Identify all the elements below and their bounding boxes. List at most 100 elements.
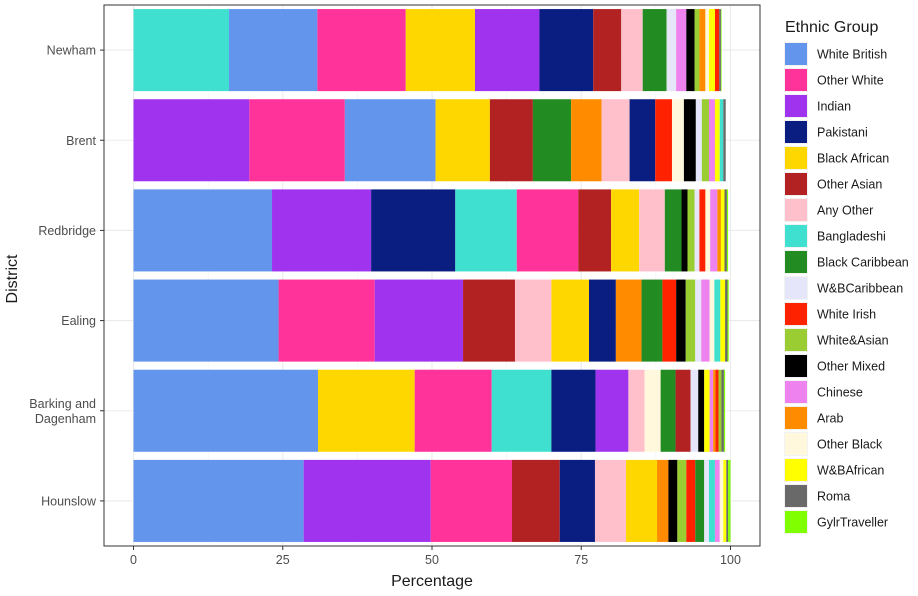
- legend-item: W&BCaribbean: [784, 276, 903, 300]
- bar-group: [133, 279, 729, 362]
- bar-segment: [571, 99, 602, 182]
- bar-segment: [701, 279, 710, 362]
- bar-segment: [639, 189, 665, 272]
- y-tick-label: Ealing: [61, 314, 96, 328]
- legend-label: Other Black: [817, 438, 883, 452]
- bar-segment: [728, 459, 731, 542]
- legend-swatch: [785, 225, 807, 247]
- y-tick-label: Newham: [47, 44, 96, 58]
- bar-segment: [695, 459, 705, 542]
- bar-segment: [491, 369, 552, 452]
- bar-segment: [374, 279, 464, 362]
- legend-swatch: [785, 43, 807, 65]
- bars-layer: [103, 4, 761, 547]
- legend-label: W&BCaribbean: [817, 282, 903, 296]
- bar-segment: [317, 369, 415, 452]
- bar-segment: [713, 369, 716, 452]
- legend-swatch: [785, 173, 807, 195]
- bar-segment: [272, 189, 372, 272]
- legend-label: Roma: [817, 490, 850, 504]
- legend-label: Chinese: [817, 386, 863, 400]
- legend: Ethnic Group White British Other White Ind…: [784, 19, 909, 534]
- bar-segment: [516, 189, 579, 272]
- bar-segment: [676, 9, 687, 92]
- bar-segment: [708, 9, 715, 92]
- bar-segment: [681, 189, 688, 272]
- legend-swatch: [785, 199, 807, 221]
- bar-segment: [727, 279, 729, 362]
- bar-segment: [723, 459, 727, 542]
- legend-swatch: [785, 251, 807, 273]
- y-tick-label: Redbridge: [38, 224, 96, 238]
- bar-segment: [686, 9, 695, 92]
- bar-segment: [676, 279, 686, 362]
- bar-segment: [677, 459, 687, 542]
- legend-swatch: [785, 329, 807, 351]
- legend-label: Black African: [817, 152, 889, 166]
- legend-item: White Irish: [784, 302, 876, 326]
- bar-segment: [644, 369, 661, 452]
- bar-segment: [719, 459, 724, 542]
- bar-segment: [455, 189, 517, 272]
- bar-segment: [133, 9, 230, 92]
- legend-label: Bangladeshi: [817, 230, 886, 244]
- x-tick-label: 75: [574, 553, 588, 567]
- bar-segment: [705, 9, 709, 92]
- x-axis-title: Percentage: [391, 573, 473, 590]
- bar-segment: [724, 189, 727, 272]
- legend-label: GylrTraveller: [817, 516, 888, 530]
- bar-segment: [551, 279, 590, 362]
- bar-segment: [714, 459, 720, 542]
- bar-segment: [133, 279, 279, 362]
- bar-segment: [699, 9, 706, 92]
- bar-segment: [671, 99, 684, 182]
- bar-segment: [704, 369, 710, 452]
- x-tick-label: 50: [425, 553, 439, 567]
- bar-segment: [668, 459, 678, 542]
- bar-segment: [615, 279, 642, 362]
- legend-title: Ethnic Group: [785, 19, 878, 36]
- bar-segment: [720, 189, 725, 272]
- bar-segment: [720, 279, 726, 362]
- legend-label: Other Asian: [817, 178, 882, 192]
- legend-swatch: [785, 95, 807, 117]
- legend-item: Black African: [784, 146, 889, 170]
- bar-segment: [686, 459, 696, 542]
- bar-segment: [705, 189, 711, 272]
- legend-item: White&Asian: [784, 328, 889, 352]
- legend-item: Other White: [784, 68, 884, 92]
- bar-segment: [714, 279, 721, 362]
- bar-segment: [708, 459, 715, 542]
- bar-segment: [690, 369, 699, 452]
- legend-swatch: [785, 121, 807, 143]
- bar-segment: [642, 9, 667, 92]
- legend-item: GylrTraveller: [784, 510, 888, 534]
- legend-item: Other Asian: [784, 172, 882, 196]
- bar-segment: [718, 369, 722, 452]
- bar-segment: [695, 279, 702, 362]
- legend-item: Black Caribbean: [784, 250, 909, 274]
- bar-segment: [628, 369, 645, 452]
- bar-segment: [474, 9, 540, 92]
- bar-group: [133, 99, 726, 182]
- bar-segment: [133, 369, 318, 452]
- bar-segment: [695, 99, 702, 182]
- x-tick-label: 0: [130, 553, 137, 567]
- bar-segment: [694, 189, 700, 272]
- bar-segment: [430, 459, 512, 542]
- bar-segment: [660, 369, 676, 452]
- bar-segment: [726, 189, 729, 272]
- bar-segment: [278, 279, 375, 362]
- bar-segment: [723, 369, 726, 452]
- legend-item: Indian: [784, 94, 851, 118]
- bar-segment: [532, 99, 572, 182]
- legend-item: Other Mixed: [784, 354, 885, 378]
- bar-segment: [629, 99, 656, 182]
- bar-group: [133, 189, 729, 272]
- bar-segment: [578, 189, 612, 272]
- bar-segment: [694, 9, 700, 92]
- bar-segment: [611, 189, 640, 272]
- legend-swatch: [785, 459, 807, 481]
- bar-group: [133, 9, 722, 92]
